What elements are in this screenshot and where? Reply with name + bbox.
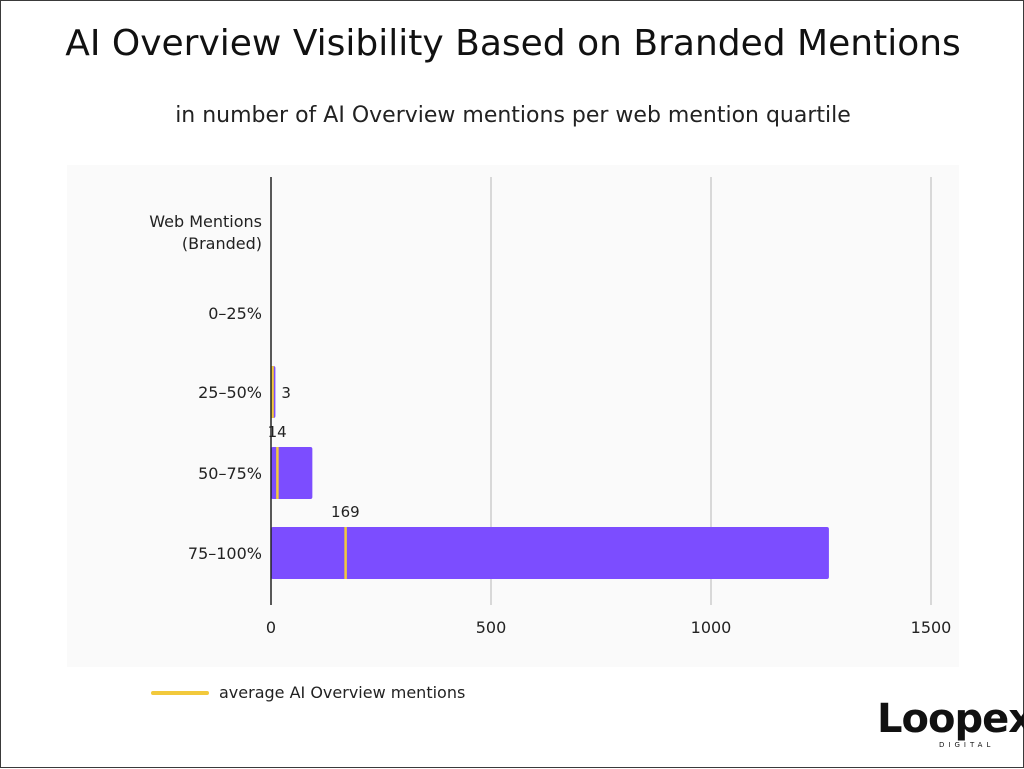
- data-label: 3: [281, 384, 291, 402]
- y-category-label: 0–25%: [208, 304, 262, 323]
- chart-title: AI Overview Visibility Based on Branded …: [65, 23, 961, 64]
- y-category-label: 25–50%: [198, 383, 262, 402]
- x-tick-label: 1000: [691, 618, 732, 637]
- data-label: 169: [331, 503, 360, 521]
- x-tick-label: 0: [266, 618, 276, 637]
- y-category-label: 50–75%: [198, 464, 262, 483]
- chart-subtitle: in number of AI Overview mentions per we…: [175, 103, 851, 128]
- legend-label: average AI Overview mentions: [219, 683, 466, 702]
- y-axis-header: Web Mentions: [149, 212, 262, 231]
- x-tick-label: 1500: [911, 618, 952, 637]
- y-category-label: 75–100%: [188, 544, 262, 563]
- legend-swatch: [151, 690, 209, 695]
- data-label: 14: [268, 423, 287, 441]
- y-axis-header: (Branded): [182, 234, 262, 253]
- logo-wordmark: Loopex: [877, 696, 1024, 742]
- logo-subtext: DIGITAL: [939, 741, 995, 749]
- bar: [271, 447, 313, 499]
- average-marker: [271, 366, 274, 418]
- average-marker: [344, 527, 347, 579]
- legend: average AI Overview mentions: [151, 683, 465, 702]
- bar: [271, 527, 829, 579]
- average-marker: [276, 447, 279, 499]
- plot-background: [67, 165, 959, 667]
- loopex-logo: Loopex DIGITAL: [877, 696, 1024, 753]
- x-tick-label: 500: [476, 618, 507, 637]
